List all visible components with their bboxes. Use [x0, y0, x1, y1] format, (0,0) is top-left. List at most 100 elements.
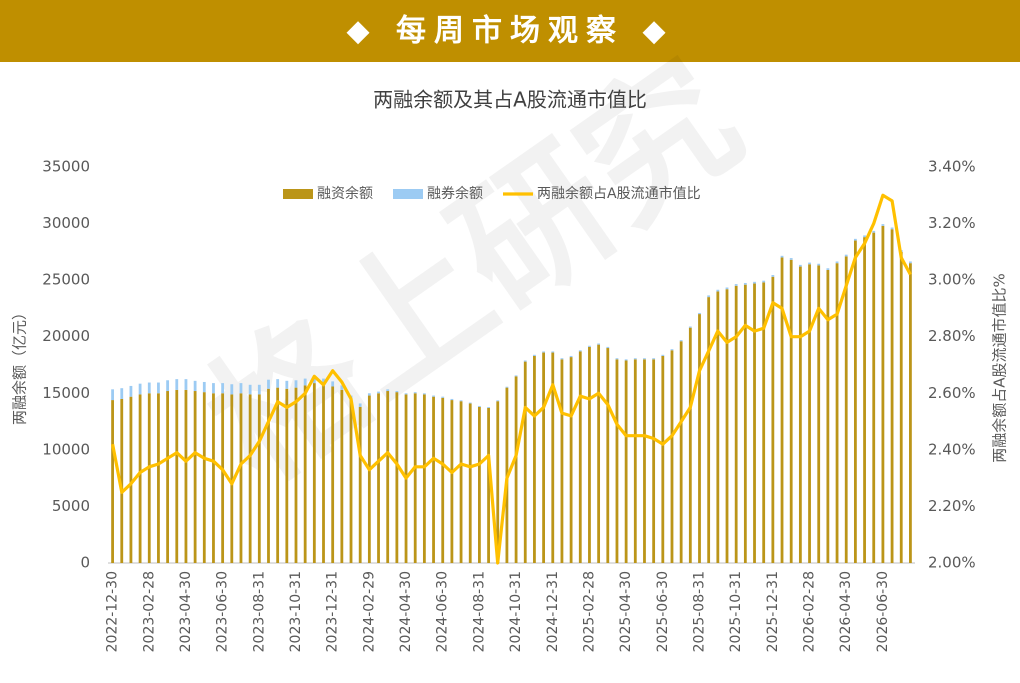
bar: [312, 383, 316, 563]
bar: [716, 291, 720, 563]
header-band: [0, 0, 1020, 62]
bar: [248, 394, 252, 563]
bar: [853, 238, 857, 241]
y-tick-label: 10000: [42, 440, 90, 458]
bar: [230, 384, 234, 395]
bar: [835, 261, 839, 264]
line: [111, 193, 912, 565]
bar: [780, 257, 784, 563]
bar: [890, 227, 894, 230]
bar: [303, 385, 307, 563]
bar: [184, 379, 188, 390]
bar: [459, 401, 463, 563]
bar: [909, 263, 912, 563]
bar: [725, 289, 729, 563]
bar: [652, 358, 656, 360]
bar: [386, 389, 390, 392]
x-tick-label: 2024-08-31: [471, 571, 487, 652]
bar: [267, 379, 270, 389]
x-tick-label: 2023-02-28: [141, 571, 157, 652]
bar: [111, 400, 114, 563]
bar: [615, 359, 619, 563]
bar: [606, 348, 610, 563]
bar: [551, 352, 555, 563]
legend-swatch: [393, 189, 423, 199]
bar: [413, 392, 417, 394]
bar: [367, 393, 371, 396]
x-tick-label: 2026-04-30: [838, 571, 854, 652]
bar: [487, 407, 490, 563]
bar: [138, 394, 142, 563]
bar: [707, 297, 711, 563]
bar: [533, 355, 536, 563]
bar: [798, 266, 802, 563]
x-tick-label: 2025-06-30: [655, 571, 671, 652]
bar: [147, 393, 151, 563]
bar: [560, 358, 564, 360]
y2-axis-title: 两融余额占A股流通市值比%: [991, 273, 1009, 463]
legend-label: 融券余额: [427, 185, 483, 202]
bar: [817, 263, 821, 266]
bar: [606, 346, 610, 349]
bar: [808, 264, 811, 563]
bar: [753, 281, 756, 284]
bar: [166, 380, 170, 392]
header-title: ◆ 每周市场观察 ◆: [346, 14, 673, 49]
bar: [487, 407, 490, 408]
legend-swatch: [283, 189, 313, 199]
bar: [478, 405, 481, 407]
y2-tick-label: 2.00%: [928, 554, 976, 572]
bar: [826, 268, 830, 270]
bar: [872, 230, 876, 233]
bar: [468, 402, 472, 404]
y-tick-label: 25000: [42, 271, 90, 289]
bar: [441, 396, 445, 398]
x-tick-label: 2025-10-31: [728, 571, 744, 652]
y2-tick-label: 3.40%: [928, 158, 976, 176]
bar: [743, 282, 747, 285]
legend-label: 两融余额占A股流通市值比: [537, 185, 701, 202]
bar: [230, 394, 234, 563]
x-tick-label: 2023-06-30: [215, 571, 231, 652]
bar: [771, 276, 775, 563]
bar: [294, 380, 298, 388]
x-tick-label: 2022-12-30: [105, 571, 121, 652]
y-tick-label: 5000: [52, 497, 90, 515]
bar: [890, 229, 894, 563]
bar: [432, 395, 435, 397]
bar: [129, 396, 133, 563]
bar: [633, 358, 637, 360]
bar: [303, 378, 307, 386]
bar: [734, 284, 738, 286]
bar: [533, 354, 536, 356]
bar: [514, 375, 518, 377]
bar: [872, 232, 876, 563]
bar: [863, 235, 866, 238]
y2-tick-label: 2.20%: [928, 497, 976, 515]
bar: [780, 255, 784, 258]
bar: [257, 384, 261, 395]
bar: [863, 237, 866, 564]
x-tick-label: 2025-02-28: [581, 571, 597, 652]
x-tick-label: 2026-02-28: [802, 571, 818, 652]
bar: [707, 295, 711, 298]
bar: [175, 389, 179, 563]
bar: [202, 392, 206, 563]
bar: [468, 403, 472, 563]
bar: [798, 264, 802, 267]
bar: [432, 396, 435, 563]
bar: [679, 340, 683, 342]
y-tick-label: 20000: [42, 327, 90, 345]
bar: [661, 354, 665, 356]
bar: [670, 350, 674, 563]
bar: [340, 385, 344, 390]
bar: [496, 401, 500, 563]
bar: [478, 406, 481, 563]
bar: [193, 391, 197, 563]
bar: [422, 393, 426, 395]
bar: [157, 393, 160, 563]
x-tick-label: 2024-04-30: [398, 571, 414, 652]
bar: [560, 359, 564, 563]
bar: [322, 378, 325, 385]
